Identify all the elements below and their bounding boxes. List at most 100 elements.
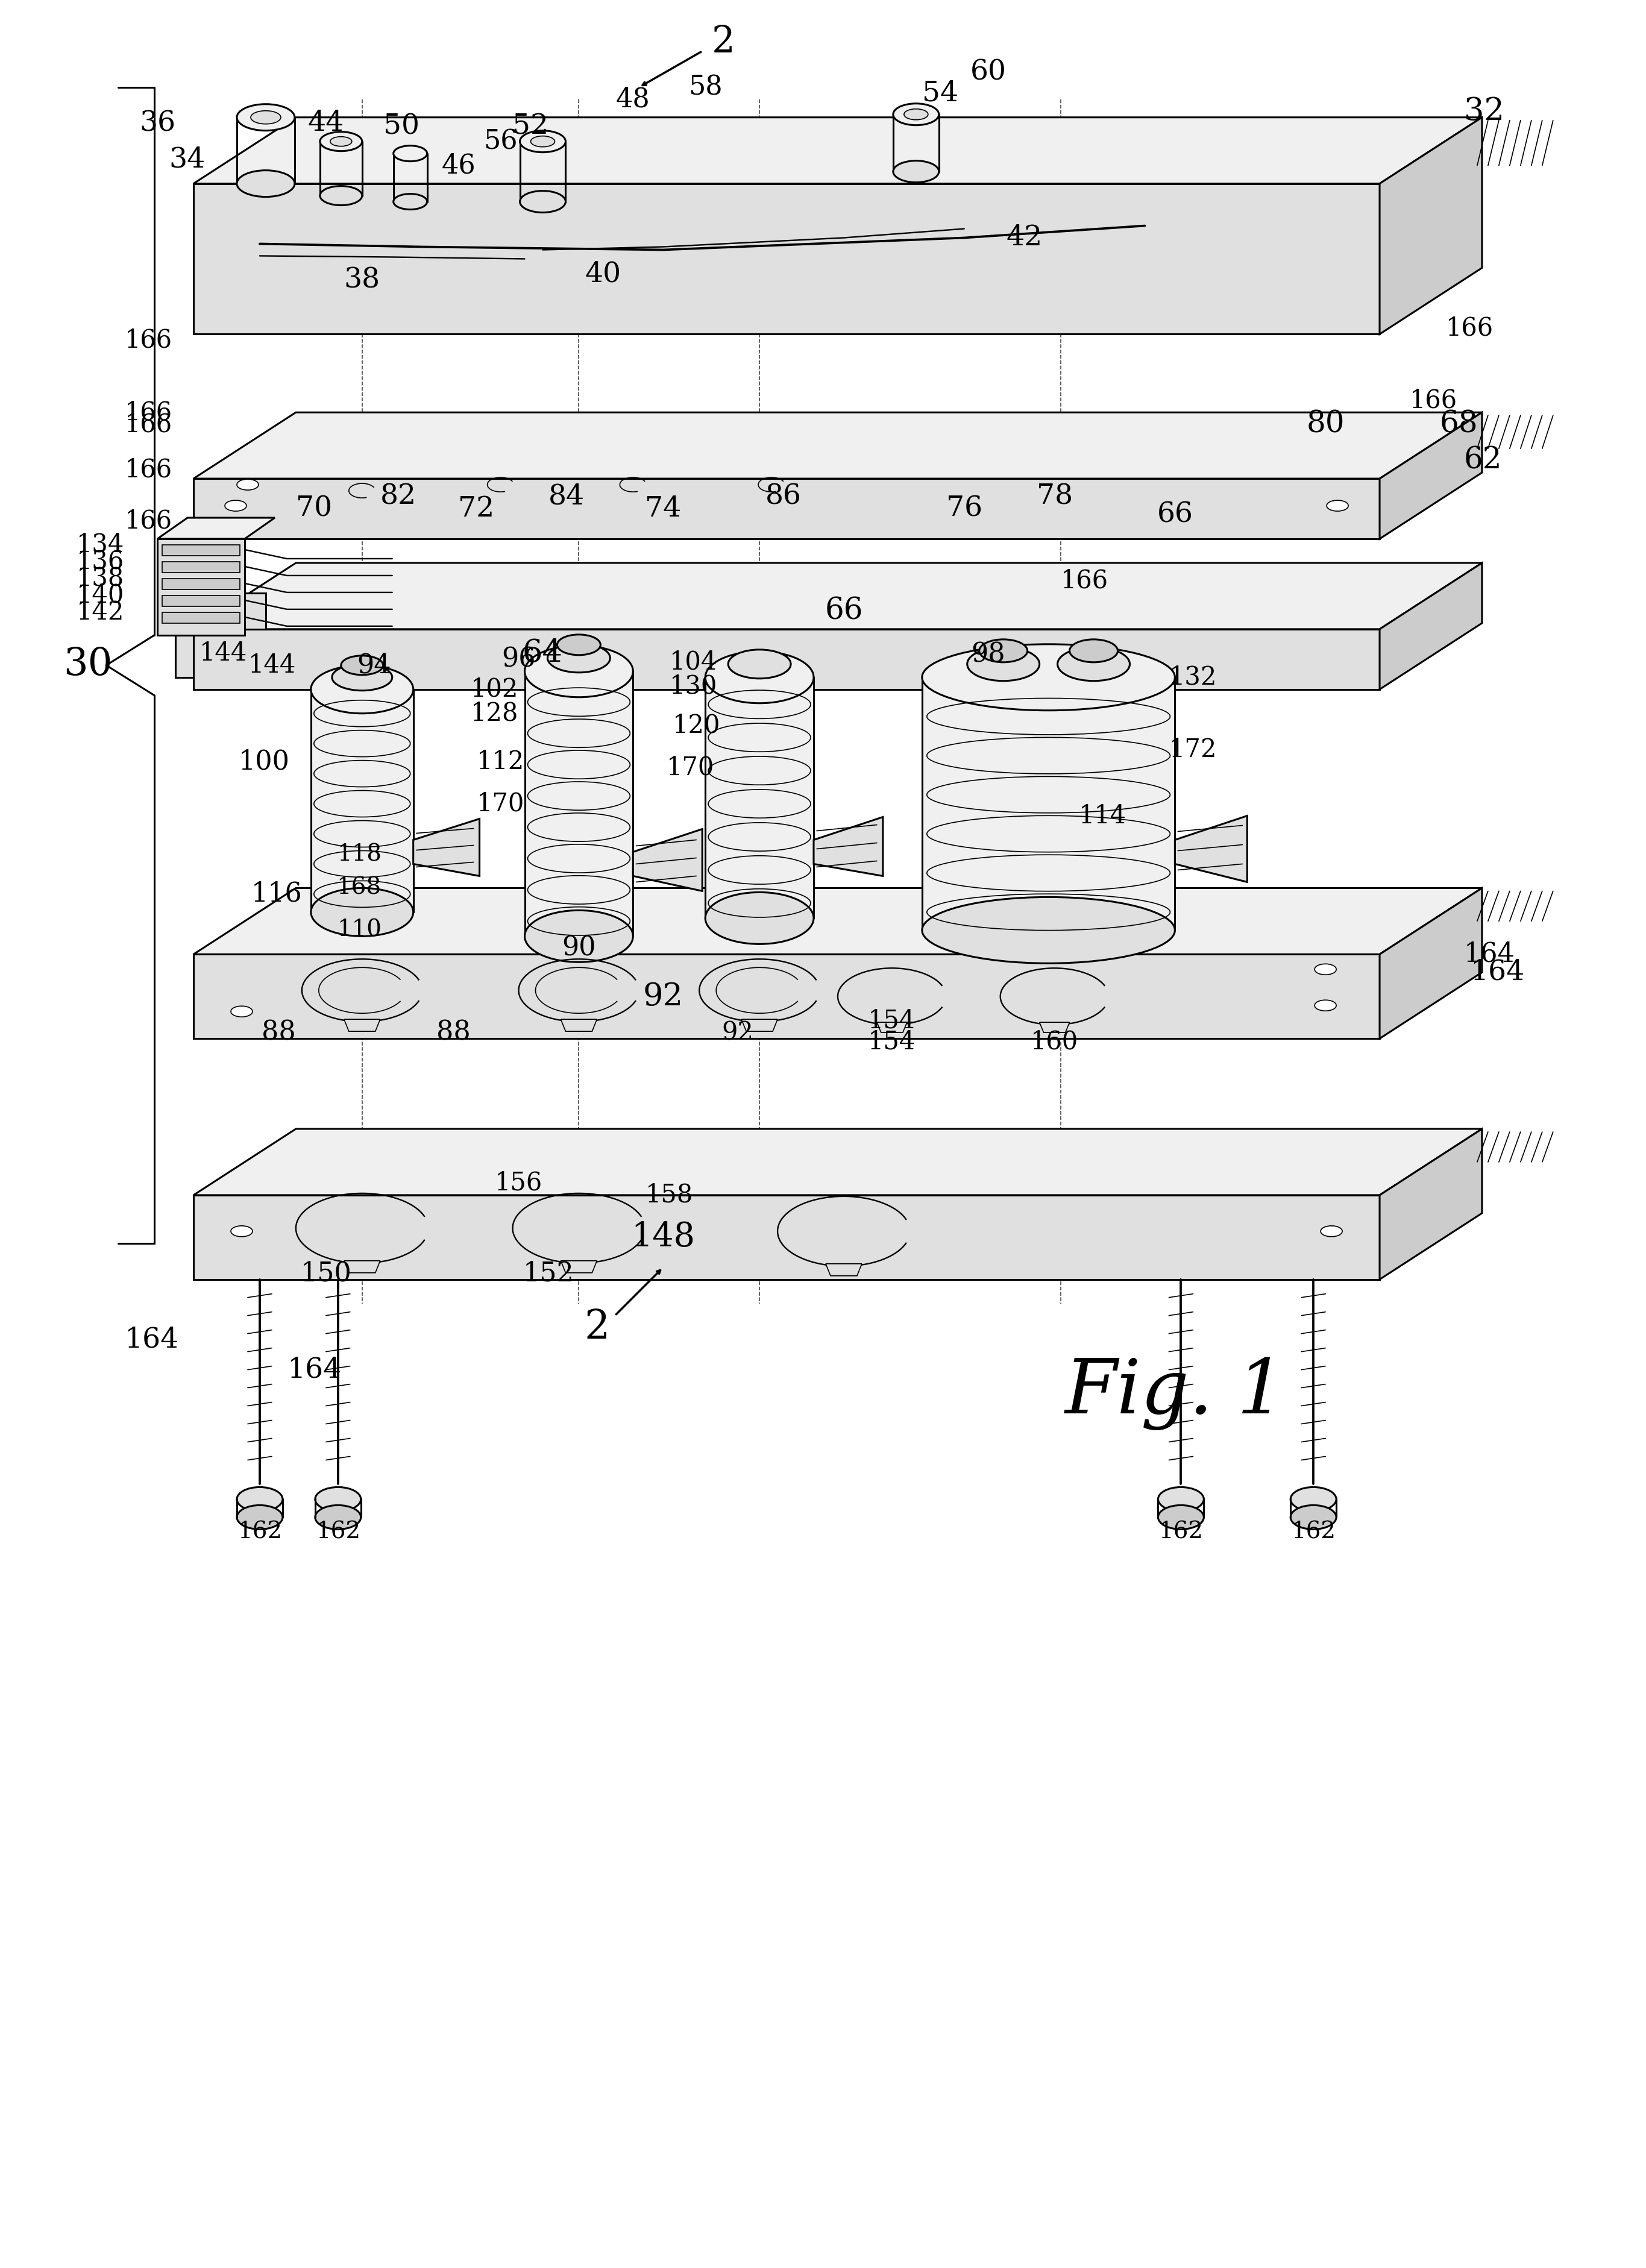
Text: 30: 30 bbox=[64, 646, 112, 683]
Ellipse shape bbox=[728, 649, 790, 678]
Ellipse shape bbox=[548, 644, 611, 674]
Ellipse shape bbox=[319, 132, 362, 152]
Polygon shape bbox=[158, 540, 245, 635]
Ellipse shape bbox=[1315, 1000, 1337, 1012]
Text: 136: 136 bbox=[76, 549, 123, 574]
Text: 144: 144 bbox=[249, 653, 296, 678]
Ellipse shape bbox=[311, 889, 413, 937]
Text: 92: 92 bbox=[644, 982, 683, 1012]
Ellipse shape bbox=[922, 644, 1175, 710]
Polygon shape bbox=[194, 889, 1481, 955]
Text: 166: 166 bbox=[125, 508, 173, 533]
Polygon shape bbox=[176, 592, 265, 678]
Text: 166: 166 bbox=[125, 456, 173, 483]
Text: 52: 52 bbox=[512, 113, 548, 141]
Text: 66: 66 bbox=[1157, 501, 1193, 528]
Ellipse shape bbox=[525, 646, 634, 696]
Polygon shape bbox=[1379, 1129, 1481, 1279]
Text: 128: 128 bbox=[471, 701, 518, 726]
Polygon shape bbox=[1379, 413, 1481, 540]
Text: 152: 152 bbox=[523, 1261, 574, 1286]
Ellipse shape bbox=[237, 1488, 283, 1510]
Polygon shape bbox=[194, 479, 1379, 540]
Text: 62: 62 bbox=[1463, 445, 1503, 476]
Ellipse shape bbox=[968, 646, 1040, 680]
Ellipse shape bbox=[1315, 964, 1337, 975]
Text: 88: 88 bbox=[262, 1021, 296, 1046]
Text: 68: 68 bbox=[1440, 411, 1478, 440]
Polygon shape bbox=[1175, 816, 1248, 882]
Ellipse shape bbox=[237, 170, 295, 197]
Text: 34: 34 bbox=[170, 145, 206, 172]
Text: 158: 158 bbox=[645, 1182, 693, 1209]
Polygon shape bbox=[1379, 562, 1481, 689]
Text: 64: 64 bbox=[522, 637, 563, 669]
Polygon shape bbox=[194, 955, 1379, 1039]
Text: 42: 42 bbox=[1006, 225, 1042, 252]
Polygon shape bbox=[194, 118, 1481, 184]
Ellipse shape bbox=[230, 1225, 252, 1236]
Text: 144: 144 bbox=[199, 640, 247, 667]
Text: 32: 32 bbox=[1463, 95, 1504, 127]
Ellipse shape bbox=[922, 898, 1175, 964]
Text: 112: 112 bbox=[477, 748, 525, 773]
Text: 72: 72 bbox=[458, 494, 495, 522]
Ellipse shape bbox=[894, 161, 938, 181]
Text: 98: 98 bbox=[971, 642, 1006, 667]
Text: 154: 154 bbox=[867, 1030, 915, 1055]
Polygon shape bbox=[194, 628, 1379, 689]
Text: Fig. 1: Fig. 1 bbox=[1065, 1356, 1286, 1431]
Text: 164: 164 bbox=[1470, 959, 1524, 987]
Text: 166: 166 bbox=[1447, 315, 1495, 340]
Ellipse shape bbox=[237, 104, 295, 132]
Text: 162: 162 bbox=[1290, 1522, 1337, 1545]
Polygon shape bbox=[163, 562, 240, 572]
Ellipse shape bbox=[525, 909, 634, 962]
Polygon shape bbox=[741, 1018, 777, 1032]
Polygon shape bbox=[561, 1261, 597, 1272]
Ellipse shape bbox=[311, 665, 413, 714]
Text: 162: 162 bbox=[316, 1522, 360, 1545]
Text: 140: 140 bbox=[76, 583, 123, 608]
Polygon shape bbox=[163, 578, 240, 590]
Ellipse shape bbox=[1070, 640, 1118, 662]
Text: 166: 166 bbox=[125, 327, 173, 354]
Ellipse shape bbox=[226, 501, 247, 510]
Text: 66: 66 bbox=[825, 596, 863, 626]
Text: 166: 166 bbox=[1060, 569, 1108, 594]
Polygon shape bbox=[877, 1023, 907, 1032]
Polygon shape bbox=[922, 678, 1175, 930]
Text: 166: 166 bbox=[1411, 388, 1458, 413]
Text: 60: 60 bbox=[969, 59, 1006, 86]
Text: 164: 164 bbox=[286, 1356, 341, 1383]
Text: 54: 54 bbox=[922, 79, 958, 107]
Text: 70: 70 bbox=[296, 494, 332, 522]
Text: 92: 92 bbox=[721, 1021, 754, 1046]
Text: 94: 94 bbox=[357, 653, 392, 678]
Ellipse shape bbox=[250, 111, 281, 125]
Text: 164: 164 bbox=[123, 1327, 178, 1354]
Polygon shape bbox=[163, 544, 240, 556]
Text: 46: 46 bbox=[441, 152, 476, 179]
Text: 154: 154 bbox=[867, 1007, 915, 1034]
Ellipse shape bbox=[704, 891, 813, 943]
Text: 162: 162 bbox=[1159, 1522, 1203, 1545]
Text: 88: 88 bbox=[436, 1021, 471, 1046]
Text: 76: 76 bbox=[946, 494, 983, 522]
Ellipse shape bbox=[341, 655, 384, 676]
Text: 134: 134 bbox=[76, 533, 123, 558]
Text: 48: 48 bbox=[616, 86, 650, 113]
Text: 100: 100 bbox=[239, 748, 290, 776]
Text: 50: 50 bbox=[384, 113, 420, 141]
Ellipse shape bbox=[393, 193, 426, 209]
Polygon shape bbox=[194, 184, 1379, 333]
Text: 86: 86 bbox=[765, 483, 802, 510]
Text: 56: 56 bbox=[484, 129, 517, 154]
Ellipse shape bbox=[1327, 501, 1348, 510]
Text: 170: 170 bbox=[667, 755, 714, 780]
Text: 90: 90 bbox=[561, 934, 596, 962]
Polygon shape bbox=[194, 1195, 1379, 1279]
Ellipse shape bbox=[1057, 646, 1129, 680]
Ellipse shape bbox=[1290, 1488, 1337, 1510]
Text: 78: 78 bbox=[1037, 483, 1073, 510]
